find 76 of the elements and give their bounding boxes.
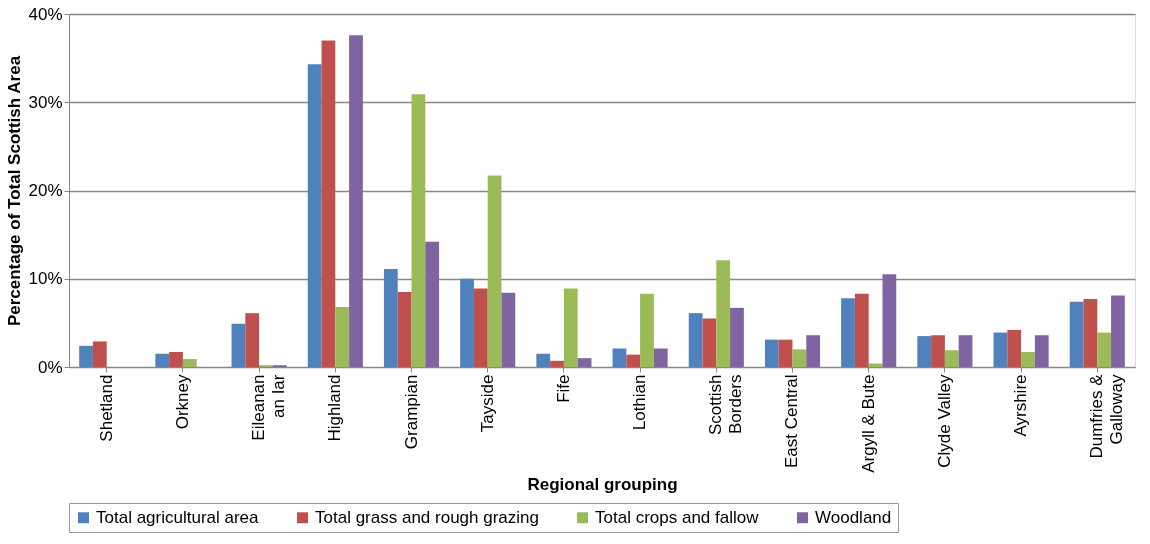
x-tick-label: Eileanan an Iar <box>249 374 289 441</box>
bar <box>868 363 883 367</box>
x-tick-label: Fife <box>553 374 573 403</box>
bar <box>155 353 170 367</box>
bar <box>307 64 322 367</box>
x-tick-label: Grampian <box>401 374 421 450</box>
bar <box>563 288 578 367</box>
legend-label: Total agricultural area <box>96 507 260 527</box>
y-tick-label: 40% <box>28 4 63 24</box>
bar <box>653 348 668 367</box>
bar <box>411 94 426 367</box>
x-tick-label: Lothian <box>630 374 650 431</box>
bar <box>944 350 959 367</box>
bar <box>882 274 897 367</box>
legend-label: Total crops and fallow <box>595 507 760 527</box>
bar <box>778 339 793 367</box>
bar <box>702 318 717 367</box>
bar <box>169 352 183 367</box>
bar <box>460 278 474 367</box>
bar <box>1097 332 1112 367</box>
bar <box>688 313 703 367</box>
bar <box>841 298 855 367</box>
bar <box>626 354 641 367</box>
bar <box>917 336 932 367</box>
bar <box>854 293 869 367</box>
y-tick-label: 20% <box>28 181 63 200</box>
bar <box>730 307 744 367</box>
bar <box>716 260 731 367</box>
x-axis-title: Regional grouping <box>527 474 678 494</box>
x-tick-label: Dumfries & Galloway <box>1087 373 1127 459</box>
bar <box>1034 335 1049 367</box>
bar <box>397 291 412 367</box>
bar <box>425 241 440 367</box>
bar <box>577 358 592 367</box>
x-tick-label: East Central <box>782 374 802 469</box>
bar <box>764 339 779 367</box>
bar <box>792 349 807 367</box>
y-axis-title: Percentage of Total Scottish Area <box>5 55 25 327</box>
bar <box>550 360 564 367</box>
y-tick-label: 30% <box>28 92 63 112</box>
bar <box>536 353 551 367</box>
bar <box>321 40 336 367</box>
bar <box>1007 329 1022 367</box>
bar <box>993 332 1008 367</box>
bar <box>473 288 488 367</box>
bar <box>182 359 197 367</box>
bar <box>335 306 350 367</box>
bar <box>501 292 516 367</box>
bar <box>79 345 93 367</box>
bar <box>640 293 654 367</box>
bar <box>612 348 627 367</box>
bar <box>1111 295 1125 367</box>
x-tick-label: Tayside <box>477 374 497 433</box>
bar <box>806 335 821 367</box>
bar <box>231 323 246 367</box>
y-tick-label: 10% <box>28 269 63 289</box>
bar <box>958 335 973 367</box>
x-tick-label: Ayrshire <box>1011 374 1031 437</box>
legend-label: Total grass and rough grazing <box>315 507 539 527</box>
bar <box>931 335 945 367</box>
x-tick-label: Shetland <box>96 374 116 442</box>
bar <box>1083 299 1098 367</box>
x-tick-label: Highland <box>325 374 345 442</box>
bar <box>349 35 363 367</box>
legend-label: Woodland <box>815 507 892 527</box>
bar <box>487 175 502 367</box>
x-tick-label: Scottish Borders <box>706 374 746 435</box>
bar <box>245 313 260 367</box>
y-tick-label: 0% <box>37 357 63 377</box>
x-tick-label: Orkney <box>172 374 192 430</box>
bar <box>383 269 398 367</box>
bar <box>1069 301 1084 367</box>
bar <box>92 341 107 367</box>
x-tick-label: Clyde Valley <box>934 374 954 468</box>
x-tick-label: Argyll & Bute <box>858 374 878 473</box>
bar <box>1021 352 1035 367</box>
